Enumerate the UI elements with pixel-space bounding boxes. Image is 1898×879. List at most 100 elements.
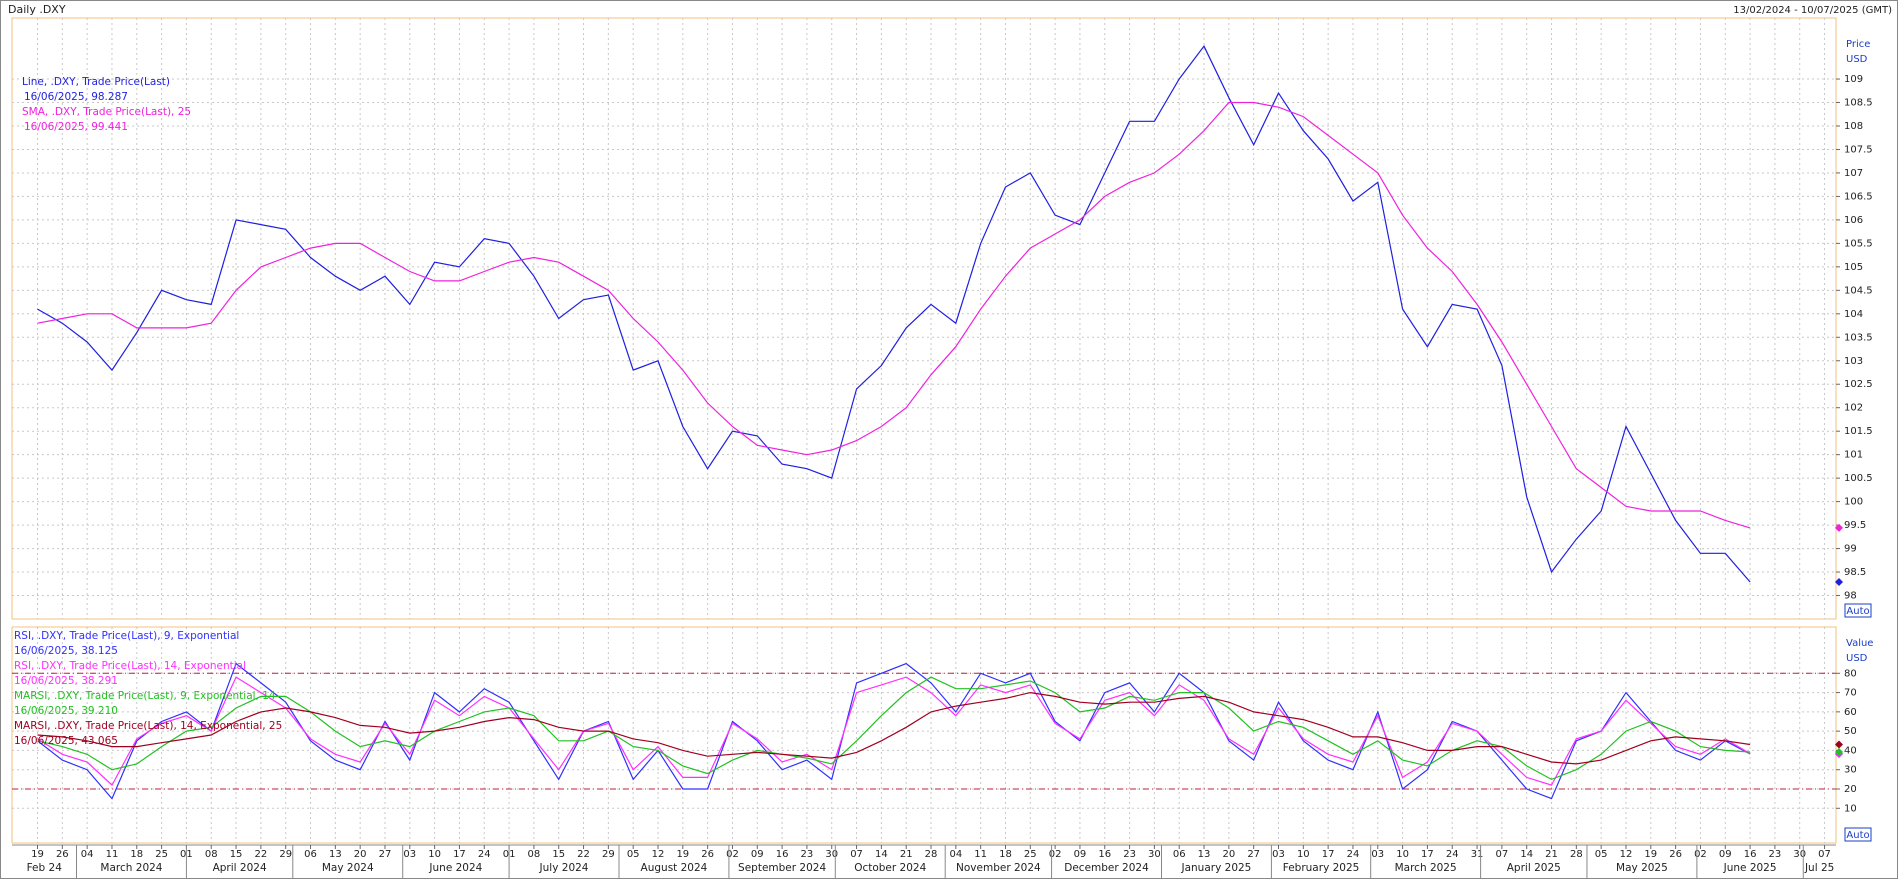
- x-tick-label: 19: [676, 849, 689, 860]
- month-label: June 2025: [1723, 862, 1777, 874]
- legend-last: 16/06/2025, 38.291: [14, 675, 118, 687]
- x-tick-label: 30: [1148, 849, 1161, 860]
- y-tick-label: 102: [1844, 403, 1863, 414]
- series-line: [37, 662, 1751, 800]
- y-tick-label: 103: [1844, 356, 1863, 367]
- x-tick-label: 08: [528, 849, 541, 860]
- x-tick-label: 17: [453, 849, 466, 860]
- month-label: May 2025: [1616, 862, 1668, 874]
- x-tick-label: 22: [255, 849, 268, 860]
- y-axis-title: USD: [1846, 653, 1868, 664]
- month-label: December 2024: [1064, 862, 1149, 874]
- x-tick-label: 30: [1793, 849, 1806, 860]
- x-tick-label: 26: [701, 849, 714, 860]
- x-tick-label: 03: [1371, 849, 1384, 860]
- y-tick-label: 10: [1844, 803, 1857, 814]
- x-tick-label: 14: [875, 849, 888, 860]
- y-axis-title: Value: [1846, 638, 1873, 649]
- month-label: February 2025: [1283, 862, 1360, 874]
- x-tick-label: 09: [1719, 849, 1732, 860]
- month-label: Jul 25: [1804, 862, 1834, 874]
- last-value-marker: [1835, 523, 1843, 532]
- y-tick-label: 99.5: [1844, 520, 1866, 531]
- month-label: July 2024: [539, 862, 589, 874]
- month-label: October 2024: [854, 862, 926, 874]
- x-tick-label: 10: [428, 849, 441, 860]
- y-tick-label: 105: [1844, 262, 1863, 273]
- y-tick-label: 103.5: [1844, 332, 1873, 343]
- x-tick-label: 28: [925, 849, 938, 860]
- y-tick-label: 100.5: [1844, 473, 1873, 484]
- legend-name: SMA, .DXY, Trade Price(Last), 25: [22, 106, 191, 118]
- month-label: June 2024: [428, 862, 482, 874]
- x-tick-label: 11: [106, 849, 119, 860]
- x-tick-label: 02: [1049, 849, 1062, 860]
- y-tick-label: 106: [1844, 215, 1863, 226]
- month-label: April 2024: [213, 862, 267, 874]
- auto-button-label[interactable]: Auto: [1846, 606, 1869, 617]
- x-tick-label: 27: [379, 849, 392, 860]
- auto-button-label[interactable]: Auto: [1846, 830, 1869, 841]
- last-value-marker: [1835, 578, 1843, 587]
- y-tick-label: 105.5: [1844, 238, 1873, 249]
- month-label: May 2024: [322, 862, 374, 874]
- x-tick-label: 23: [1769, 849, 1782, 860]
- y-tick-label: 50: [1844, 726, 1857, 737]
- date-range: 13/02/2024 - 10/07/2025 (GMT): [1733, 5, 1892, 16]
- legend-last: 16/06/2025, 99.441: [24, 121, 128, 133]
- x-tick-label: 24: [1347, 849, 1360, 860]
- x-tick-label: 16: [1744, 849, 1757, 860]
- series-line: [37, 676, 1751, 787]
- x-tick-label: 12: [652, 849, 665, 860]
- x-tick-label: 05: [627, 849, 640, 860]
- x-tick-label: 02: [726, 849, 739, 860]
- x-tick-label: 27: [1247, 849, 1260, 860]
- series-line: [37, 45, 1751, 583]
- y-tick-label: 102.5: [1844, 379, 1873, 390]
- legend-last: 16/06/2025, 39.210: [14, 705, 118, 717]
- x-tick-label: 20: [354, 849, 367, 860]
- x-tick-label: 10: [1396, 849, 1409, 860]
- month-label: August 2024: [641, 862, 708, 874]
- y-tick-label: 100: [1844, 497, 1863, 508]
- x-tick-label: 25: [155, 849, 168, 860]
- x-tick-label: 28: [1570, 849, 1583, 860]
- last-value-marker: [1835, 740, 1843, 749]
- x-tick-label: 14: [1520, 849, 1533, 860]
- month-label: April 2025: [1507, 862, 1561, 874]
- y-tick-label: 20: [1844, 784, 1857, 795]
- month-label: January 2025: [1181, 862, 1252, 874]
- legend-last: 16/06/2025, 38.125: [14, 645, 118, 657]
- legend-name: RSI, .DXY, Trade Price(Last), 14, Expone…: [14, 660, 246, 672]
- y-axis-title: Price: [1846, 39, 1870, 50]
- y-tick-label: 101: [1844, 450, 1863, 461]
- y-tick-label: 106.5: [1844, 191, 1873, 202]
- legend-name: Line, .DXY, Trade Price(Last): [22, 76, 170, 88]
- x-tick-label: 26: [1669, 849, 1682, 860]
- x-tick-label: 18: [999, 849, 1012, 860]
- x-tick-label: 16: [1098, 849, 1111, 860]
- y-tick-label: 108: [1844, 121, 1863, 132]
- y-tick-label: 104: [1844, 309, 1863, 320]
- auto-button[interactable]: [1844, 603, 1872, 618]
- x-tick-label: 15: [230, 849, 243, 860]
- x-tick-label: 09: [1074, 849, 1087, 860]
- y-axis-title: USD: [1846, 54, 1868, 65]
- chart-header: Daily .DXY: [8, 3, 66, 16]
- x-tick-label: 07: [1496, 849, 1509, 860]
- y-tick-label: 98: [1844, 591, 1857, 602]
- x-tick-label: 03: [403, 849, 416, 860]
- y-tick-label: 70: [1844, 688, 1857, 699]
- y-tick-label: 107: [1844, 168, 1863, 179]
- auto-button[interactable]: [1844, 827, 1872, 842]
- panel-frame: [11, 17, 1837, 620]
- series-line: [37, 691, 1751, 765]
- x-tick-label: 23: [1123, 849, 1136, 860]
- x-tick-label: 07: [1818, 849, 1831, 860]
- legend-name: MARSI, .DXY, Trade Price(Last), 14, Expo…: [14, 720, 282, 732]
- x-tick-label: 24: [478, 849, 491, 860]
- x-tick-label: 22: [577, 849, 590, 860]
- x-tick-label: 05: [1595, 849, 1608, 860]
- last-value-marker: [1835, 747, 1843, 756]
